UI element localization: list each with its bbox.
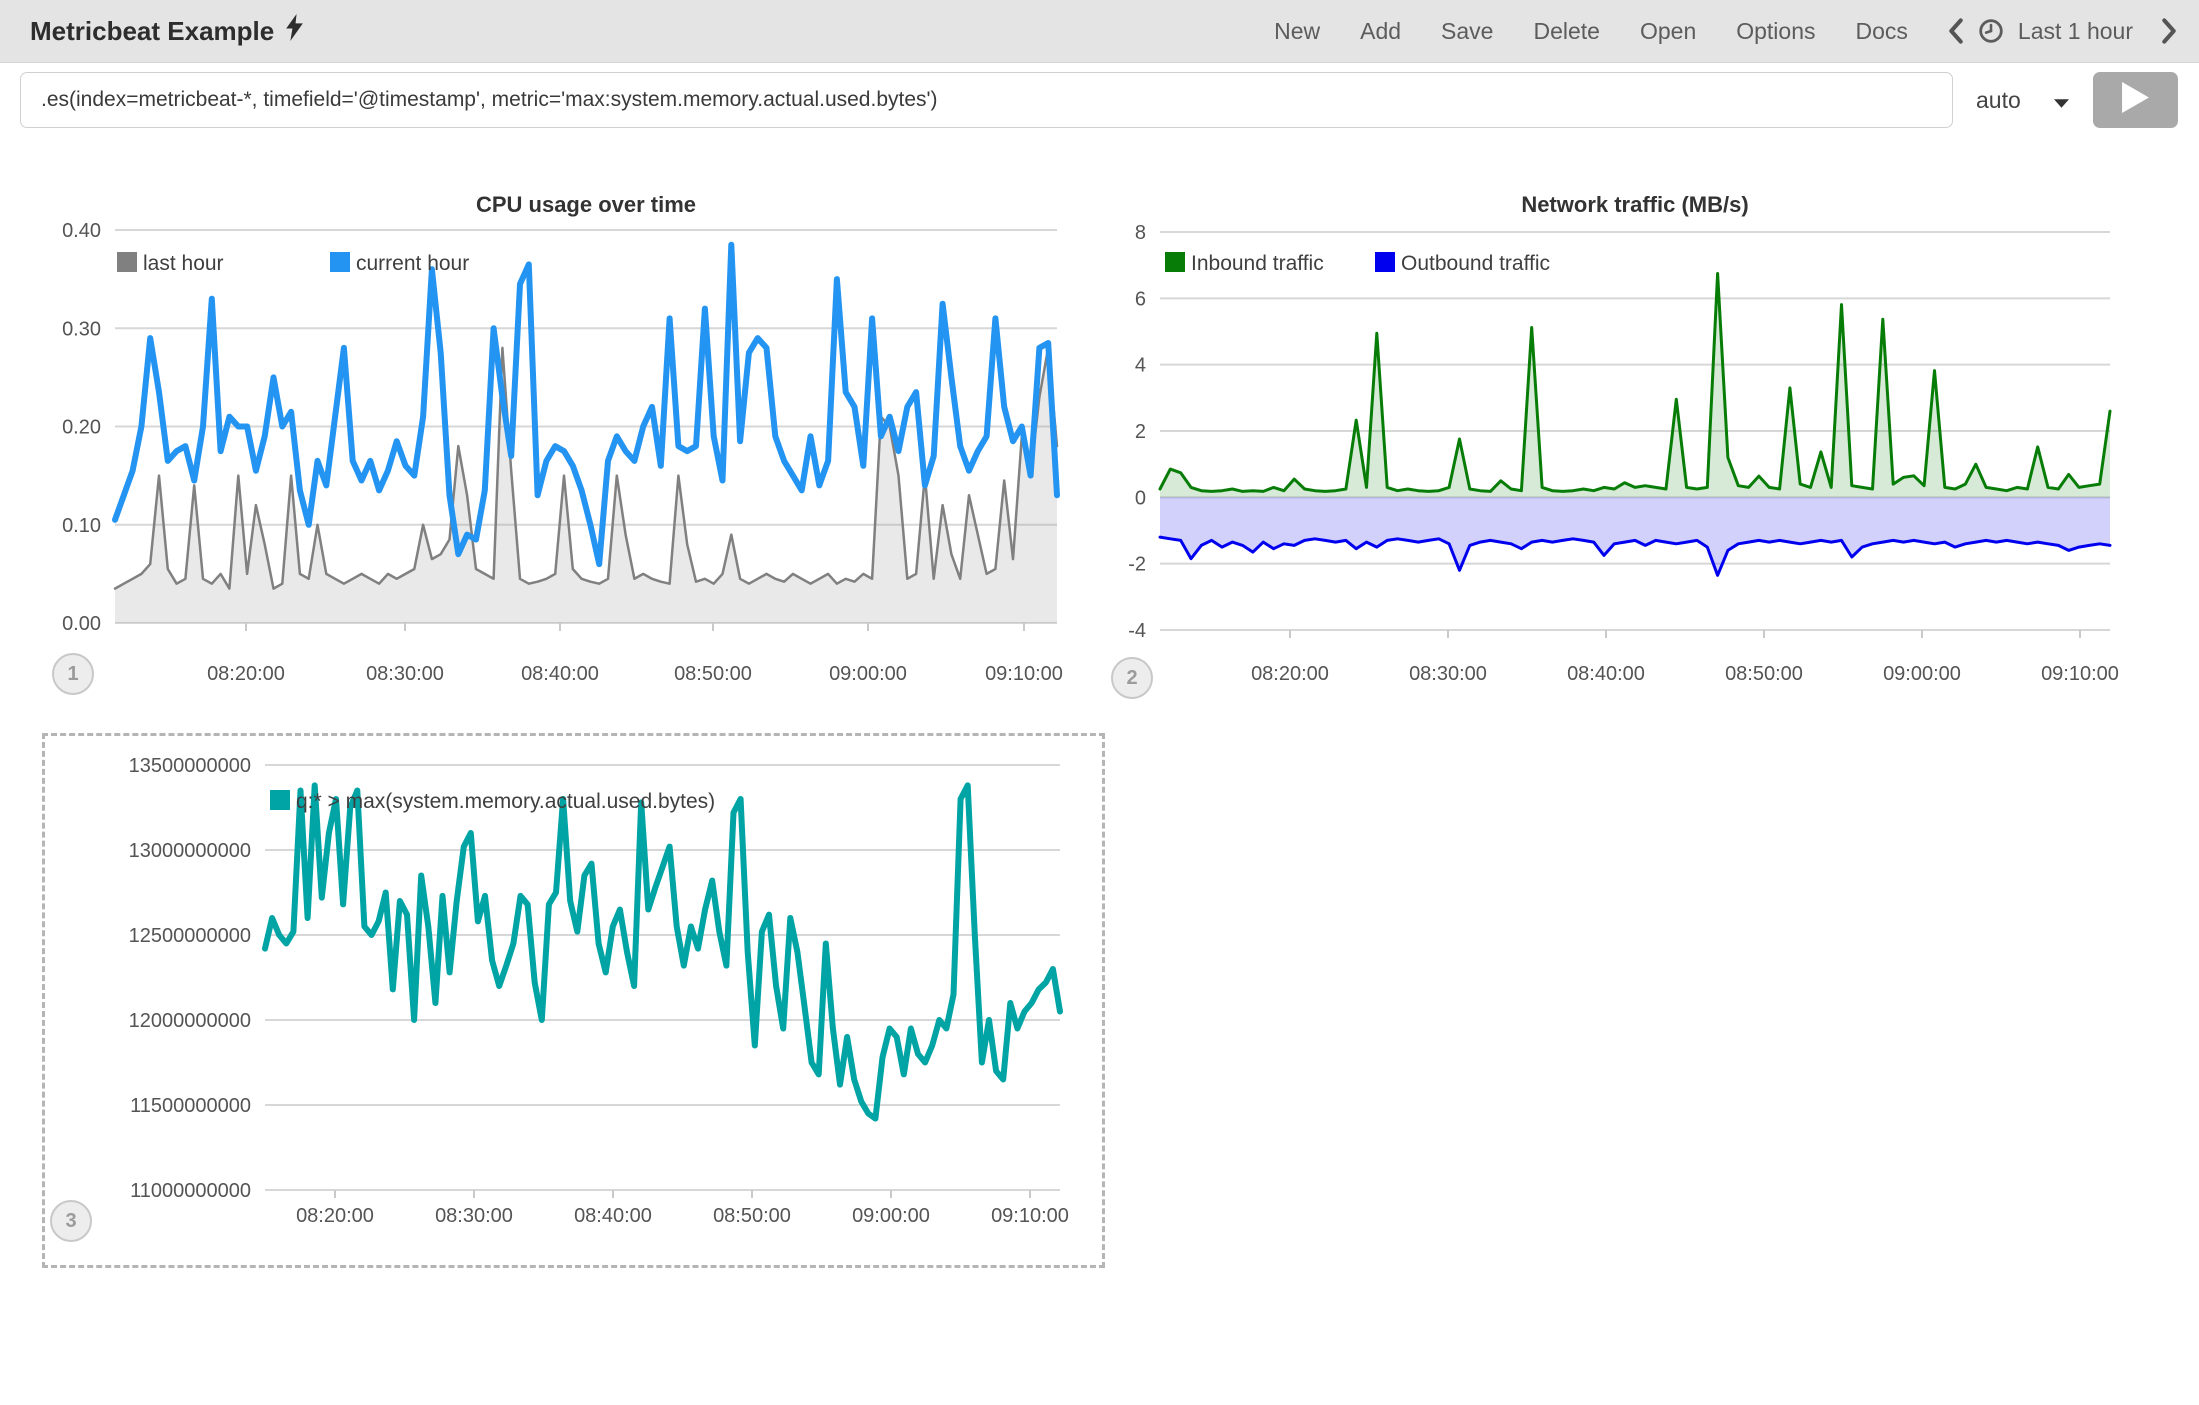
svg-text:08:30:00: 08:30:00: [435, 1205, 513, 1227]
menu-open[interactable]: Open: [1639, 17, 1697, 44]
svg-text:0.20: 0.20: [62, 417, 101, 439]
svg-text:09:00:00: 09:00:00: [852, 1205, 930, 1227]
run-expression-button[interactable]: [2093, 72, 2178, 128]
chart-2-badge: 2: [1111, 657, 1153, 699]
svg-text:08:50:00: 08:50:00: [1725, 663, 1803, 685]
cpu-usage-chart[interactable]: 0.40 0.30 0.20 0.10 0.00 08:20:00 08:30:00 08:4…: [30, 185, 1075, 700]
svg-text:09:00:00: 09:00:00: [1883, 663, 1961, 685]
svg-text:CPU usage over time: CPU usage over time: [476, 192, 696, 217]
svg-text:11000000000: 11000000000: [130, 1180, 251, 1202]
svg-text:12500000000: 12500000000: [129, 925, 251, 947]
svg-text:0: 0: [1135, 487, 1146, 509]
svg-text:08:50:00: 08:50:00: [713, 1205, 791, 1227]
svg-text:-4: -4: [1128, 620, 1146, 642]
menu-options[interactable]: Options: [1736, 17, 1816, 44]
caret-down-icon: [2054, 87, 2069, 114]
svg-text:11500000000: 11500000000: [130, 1095, 251, 1117]
time-range-label[interactable]: Last 1 hour: [2017, 17, 2133, 44]
svg-text:last hour: last hour: [143, 252, 224, 275]
chevron-left-icon[interactable]: [1948, 18, 1964, 44]
svg-text:09:00:00: 09:00:00: [829, 663, 907, 685]
svg-text:-2: -2: [1128, 554, 1146, 576]
page-title: Metricbeat Example: [30, 0, 304, 62]
menu-add[interactable]: Add: [1360, 17, 1402, 44]
svg-text:08:30:00: 08:30:00: [366, 663, 444, 685]
app-title-text: Metricbeat Example: [30, 15, 275, 46]
menu-new[interactable]: New: [1274, 17, 1321, 44]
svg-text:08:40:00: 08:40:00: [521, 663, 599, 685]
svg-text:08:20:00: 08:20:00: [1251, 663, 1329, 685]
svg-text:4: 4: [1135, 355, 1146, 377]
menu-save[interactable]: Save: [1441, 17, 1494, 44]
network-traffic-chart[interactable]: 8 6 4 2 0 -2 -4 08:20:00 08:30:00 08:40:00 08:50:0…: [1095, 185, 2199, 700]
top-navbar: Metricbeat Example New Add Save Delete O…: [0, 0, 2199, 63]
svg-text:13000000000: 13000000000: [129, 840, 251, 862]
svg-text:current hour: current hour: [356, 252, 469, 275]
svg-text:08:20:00: 08:20:00: [207, 663, 285, 685]
memory-chart-selection-border: 13500000000 13000000000 12500000000 1200000…: [42, 733, 1105, 1268]
time-picker: Last 1 hour: [1948, 18, 2177, 45]
chart-1-badge: 1: [52, 653, 94, 695]
svg-text:0.00: 0.00: [62, 613, 101, 635]
svg-text:q:* > max(system.memory.actual: q:* > max(system.memory.actual.used.byte…: [296, 790, 715, 813]
timelion-expression-input[interactable]: [20, 72, 1953, 128]
memory-usage-chart[interactable]: 13500000000 13000000000 12500000000 1200000…: [45, 736, 1102, 1265]
chevron-right-icon[interactable]: [2161, 18, 2177, 44]
svg-text:8: 8: [1135, 222, 1146, 244]
menu-docs[interactable]: Docs: [1855, 17, 1908, 44]
svg-text:Network traffic (MB/s): Network traffic (MB/s): [1521, 192, 1748, 217]
svg-text:08:40:00: 08:40:00: [574, 1205, 652, 1227]
navbar-menu: New Add Save Delete Open Options Docs La…: [1274, 0, 2177, 62]
play-icon: [2122, 82, 2149, 118]
svg-text:0.10: 0.10: [62, 515, 101, 537]
lightning-bolt-icon: [286, 14, 304, 48]
svg-text:08:40:00: 08:40:00: [1567, 663, 1645, 685]
clock-icon: [1978, 18, 2004, 44]
interval-value: auto: [1976, 86, 2021, 113]
svg-text:09:10:00: 09:10:00: [991, 1205, 1069, 1227]
svg-text:08:50:00: 08:50:00: [674, 663, 752, 685]
menu-delete[interactable]: Delete: [1533, 17, 1600, 44]
svg-text:Inbound traffic: Inbound traffic: [1191, 252, 1324, 275]
svg-text:2: 2: [1135, 421, 1146, 443]
svg-text:6: 6: [1135, 288, 1146, 310]
svg-text:13500000000: 13500000000: [129, 755, 251, 777]
interval-select[interactable]: auto: [1960, 72, 2085, 128]
svg-text:09:10:00: 09:10:00: [985, 663, 1063, 685]
svg-text:08:20:00: 08:20:00: [296, 1205, 374, 1227]
svg-text:08:30:00: 08:30:00: [1409, 663, 1487, 685]
svg-text:0.40: 0.40: [62, 220, 101, 242]
svg-text:09:10:00: 09:10:00: [2041, 663, 2119, 685]
chart-3-badge: 3: [50, 1200, 92, 1242]
svg-text:12000000000: 12000000000: [129, 1010, 251, 1032]
svg-text:Outbound traffic: Outbound traffic: [1401, 252, 1550, 275]
svg-text:0.30: 0.30: [62, 318, 101, 340]
